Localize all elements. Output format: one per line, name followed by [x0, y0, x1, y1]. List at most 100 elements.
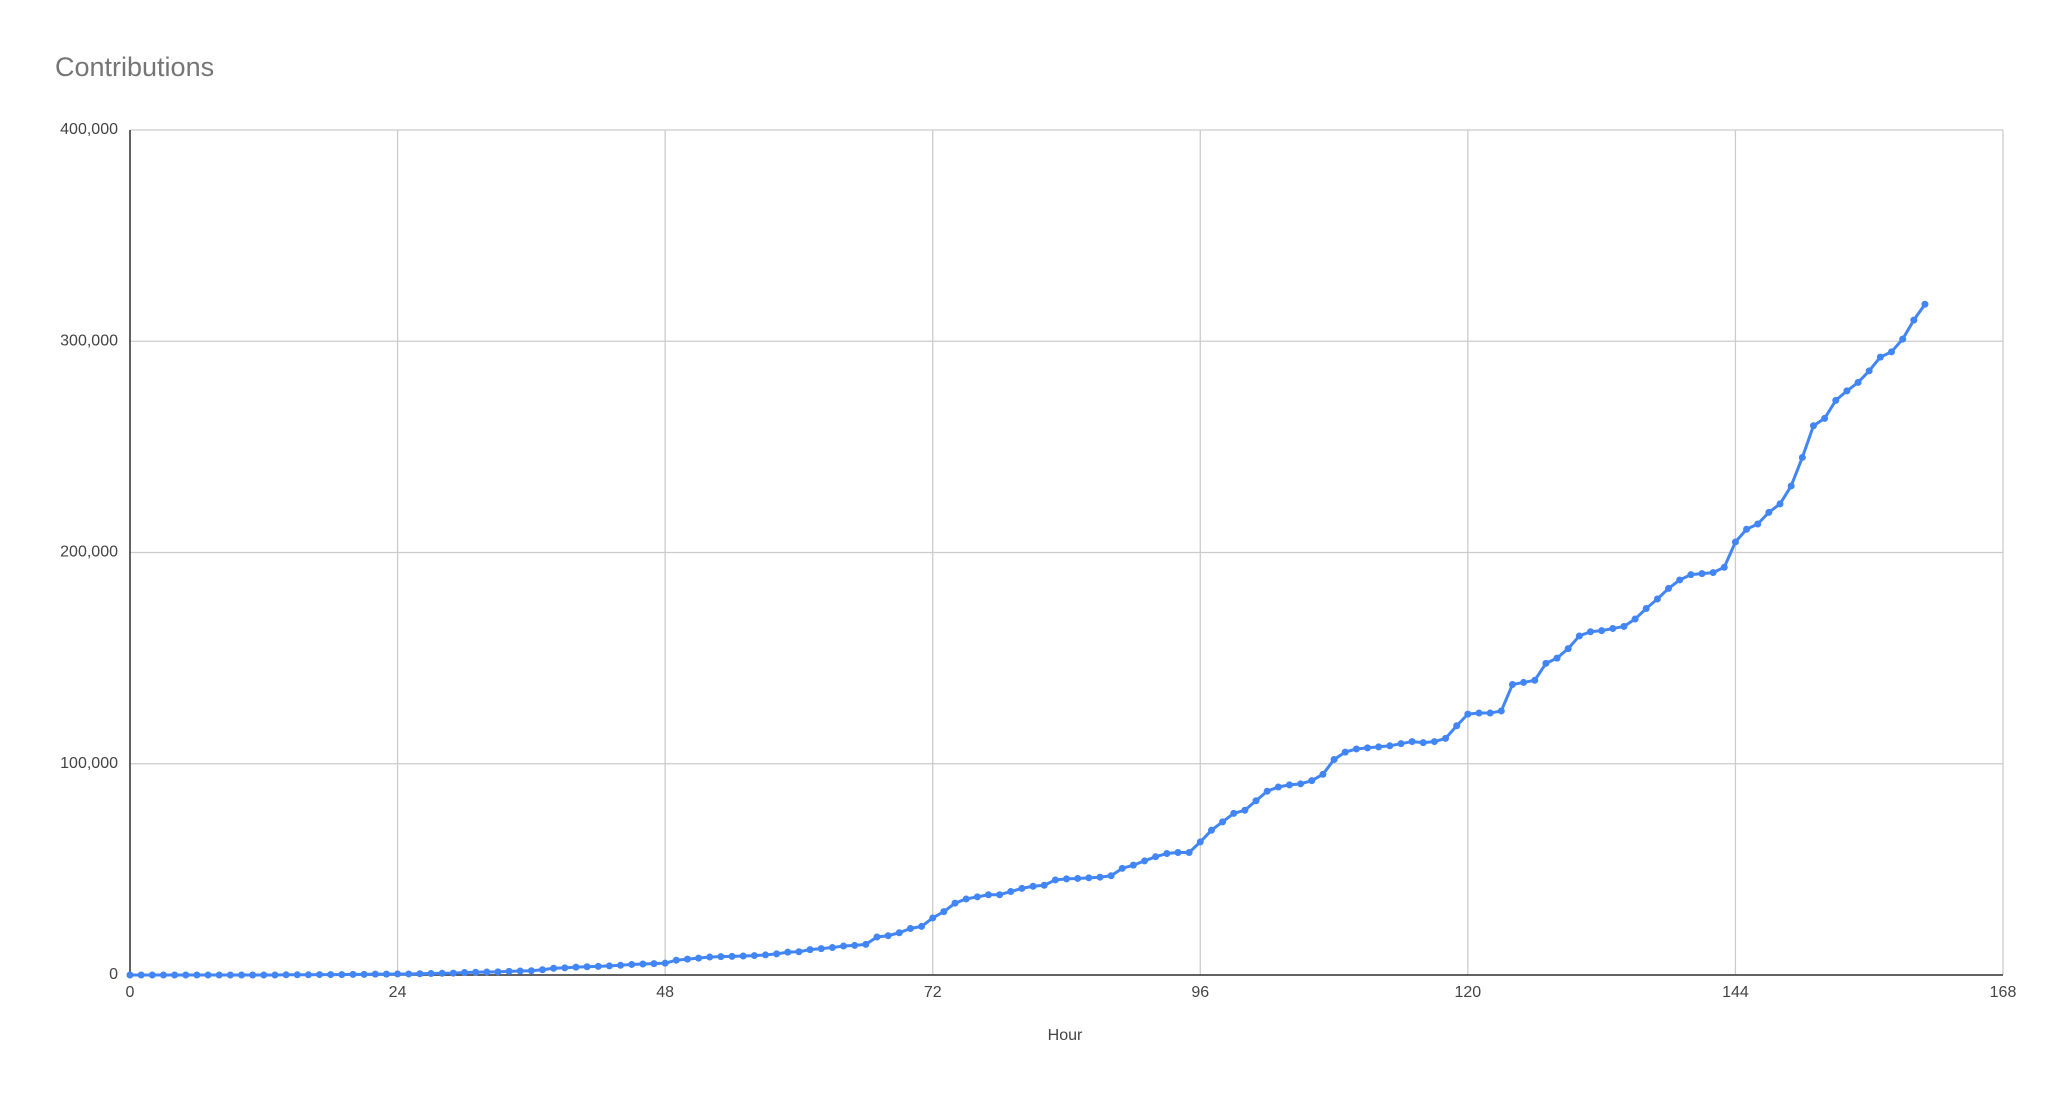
point	[193, 971, 201, 979]
point	[1419, 739, 1427, 747]
point	[1709, 569, 1717, 577]
point	[884, 932, 892, 940]
point	[1285, 781, 1293, 789]
chart-title: Contributions	[55, 52, 214, 82]
point	[828, 944, 836, 952]
point	[1207, 826, 1215, 834]
point	[973, 893, 981, 901]
point	[650, 960, 658, 968]
point	[494, 968, 502, 976]
point	[293, 971, 301, 979]
point	[394, 970, 402, 978]
point	[1586, 628, 1594, 636]
point	[1888, 348, 1896, 356]
point	[583, 963, 591, 971]
point	[260, 971, 268, 979]
y-tick-label: 100,000	[60, 755, 118, 772]
point	[539, 966, 547, 974]
point	[1765, 508, 1773, 516]
point	[996, 891, 1004, 899]
point	[1687, 571, 1695, 579]
point	[873, 933, 881, 941]
point	[962, 895, 970, 903]
point	[1341, 748, 1349, 756]
point	[1575, 632, 1583, 640]
point	[706, 953, 714, 961]
point	[1754, 520, 1762, 528]
point	[1475, 709, 1483, 717]
point	[1821, 414, 1829, 422]
point	[1442, 734, 1450, 742]
point	[360, 970, 368, 978]
point	[840, 942, 848, 950]
point	[806, 946, 814, 954]
point	[226, 971, 234, 979]
point	[1843, 387, 1851, 395]
point	[1698, 570, 1706, 578]
x-axis-label: Hour	[1048, 1027, 1083, 1044]
point	[382, 970, 390, 978]
point	[1430, 738, 1438, 746]
point	[249, 971, 257, 979]
point	[1107, 872, 1115, 880]
point	[1776, 500, 1784, 508]
point	[405, 970, 413, 978]
point	[1832, 396, 1840, 404]
point	[784, 948, 792, 956]
point	[237, 971, 245, 979]
x-tick-label: 168	[1990, 984, 2017, 1001]
point	[1731, 538, 1739, 546]
point	[661, 959, 669, 967]
point	[1063, 875, 1070, 883]
point	[1876, 353, 1884, 361]
point	[1553, 654, 1561, 662]
point	[1665, 584, 1673, 592]
point	[1074, 874, 1082, 882]
x-tick-label: 24	[389, 984, 407, 1001]
point	[1921, 300, 1929, 308]
point	[1129, 861, 1137, 869]
point	[1631, 615, 1639, 623]
y-tick-label: 400,000	[60, 121, 118, 138]
point	[550, 964, 558, 972]
point	[906, 925, 914, 933]
point	[817, 945, 825, 953]
point	[1564, 645, 1572, 653]
point	[639, 960, 647, 968]
point	[1798, 453, 1806, 461]
point	[940, 908, 948, 916]
point	[159, 971, 167, 979]
point	[795, 948, 803, 956]
point	[1219, 818, 1227, 826]
point	[1598, 627, 1606, 635]
point	[271, 971, 279, 979]
point	[862, 940, 870, 948]
point	[1386, 742, 1394, 750]
point	[327, 971, 335, 979]
point	[1308, 777, 1316, 785]
point	[1497, 707, 1505, 715]
point	[895, 929, 903, 937]
point	[761, 951, 769, 959]
point	[1051, 876, 1059, 884]
point	[1018, 884, 1026, 892]
point	[1274, 783, 1282, 791]
point	[349, 970, 357, 978]
point	[371, 970, 379, 978]
point	[1196, 838, 1204, 846]
x-tick-label: 120	[1455, 984, 1482, 1001]
point	[304, 971, 312, 979]
point	[1865, 367, 1873, 375]
x-tick-label: 72	[924, 984, 942, 1001]
y-tick-label: 200,000	[60, 544, 118, 561]
point	[1040, 881, 1048, 889]
point	[1910, 316, 1918, 324]
point	[1508, 681, 1516, 689]
point	[1408, 738, 1416, 746]
point	[282, 971, 290, 979]
point	[594, 962, 602, 970]
point	[527, 967, 535, 975]
point	[572, 963, 580, 971]
point	[1085, 874, 1093, 882]
